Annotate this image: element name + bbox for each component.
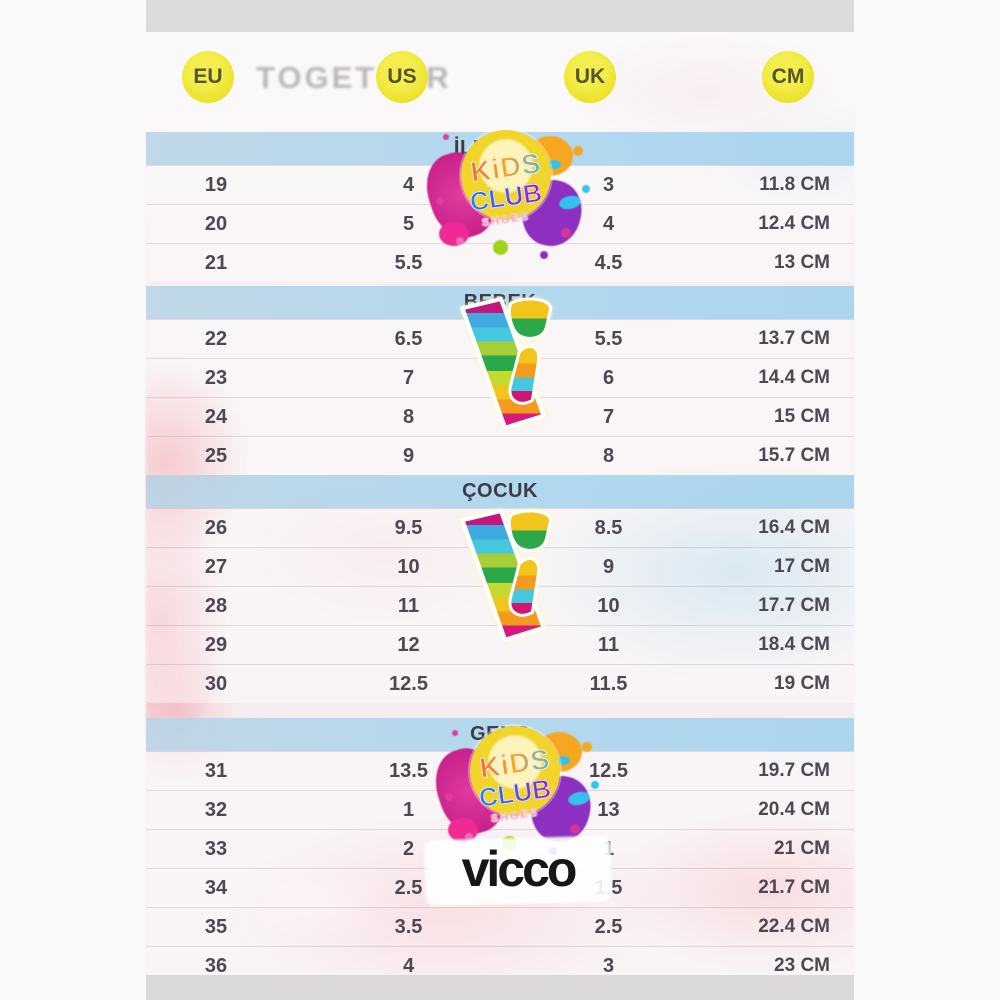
- table-row: 30 12.5 11.5 19 CM: [146, 664, 854, 703]
- size-cell: 11.8 CM: [759, 174, 830, 195]
- table-header-row: TOGETHER EU US UK CM: [146, 32, 854, 132]
- size-cell: 21.7 CM: [758, 877, 830, 898]
- section-title: ÇOCUK: [462, 480, 538, 502]
- size-cell: 7: [602, 405, 615, 428]
- size-cell: 21: [204, 251, 228, 274]
- size-cell: 17 CM: [774, 556, 830, 577]
- size-cell: 14.4 CM: [758, 367, 830, 388]
- header-badge-uk: UK: [564, 51, 616, 103]
- size-cell: 12.4 CM: [758, 213, 830, 234]
- size-cell: 22.4 CM: [758, 916, 830, 937]
- vicco-v-logo: [460, 509, 553, 642]
- kids-club-logo: KiDS CLUB SHOES: [417, 124, 589, 259]
- size-cell: 10: [397, 555, 420, 578]
- size-cell: 6.5: [394, 327, 423, 350]
- header-label: EU: [193, 65, 223, 88]
- size-cell: 30: [204, 672, 228, 695]
- size-cell: 8.5: [594, 516, 623, 539]
- size-cell: 23: [204, 366, 228, 389]
- size-cell: 31: [204, 759, 228, 782]
- size-cell: 25: [204, 444, 228, 467]
- size-cell: 13.5: [389, 759, 428, 782]
- yellow-ring-icon: [470, 726, 560, 816]
- size-cell: 2: [402, 837, 415, 860]
- size-cell: 19.7 CM: [758, 760, 830, 781]
- header-label: CM: [771, 65, 805, 88]
- size-cell: 3: [602, 954, 615, 977]
- size-cell: 20.4 CM: [758, 799, 830, 820]
- size-cell: 34: [204, 876, 228, 899]
- size-cell: 12: [397, 633, 420, 656]
- size-cell: 9: [602, 555, 615, 578]
- size-cell: 11.5: [589, 672, 628, 695]
- size-cell: 1: [402, 798, 415, 821]
- size-cell: 4: [402, 954, 415, 977]
- table-row: 25 9 8 15.7 CM: [146, 436, 854, 475]
- size-cell: 35: [204, 915, 228, 938]
- header-label: US: [387, 65, 417, 88]
- header-label: UK: [574, 65, 606, 88]
- size-cell: 18.4 CM: [758, 634, 830, 655]
- size-cell: 20: [204, 212, 228, 235]
- bottom-border-strip: [146, 975, 854, 1000]
- size-cell: 33: [204, 837, 228, 860]
- section-header: ÇOCUK: [146, 475, 854, 508]
- header-badge-eu: EU: [182, 51, 234, 103]
- size-cell: 13.7 CM: [758, 328, 830, 349]
- table-row: 35 3.5 2.5 22.4 CM: [146, 907, 854, 946]
- size-cell: 4: [602, 212, 615, 235]
- size-cell: 4.5: [594, 251, 623, 274]
- size-cell: 13 CM: [774, 252, 830, 273]
- size-cell: 21 CM: [774, 838, 830, 859]
- size-cell: 10: [597, 594, 620, 617]
- size-cell: 12.5: [589, 759, 628, 782]
- size-cell: 11: [597, 633, 620, 656]
- size-cell: 23 CM: [774, 955, 830, 976]
- size-cell: 13: [597, 798, 620, 821]
- vicco-v-logo: [460, 297, 553, 430]
- size-cell: 9.5: [394, 516, 423, 539]
- size-cell: 26: [204, 516, 228, 539]
- size-cell: 3.5: [394, 915, 423, 938]
- vicco-wordmark: vicco: [461, 841, 578, 897]
- size-cell: 15 CM: [774, 406, 830, 427]
- size-cell: 8: [602, 444, 615, 467]
- size-cell: 24: [204, 405, 228, 428]
- size-cell: 2.5: [594, 915, 623, 938]
- size-cell: 5.5: [594, 327, 623, 350]
- size-cell: 3: [602, 173, 615, 196]
- size-cell: 11: [397, 594, 420, 617]
- size-cell: 12.5: [389, 672, 428, 695]
- size-cell: 5: [402, 212, 415, 235]
- size-cell: 36: [204, 954, 228, 977]
- size-cell: 17.7 CM: [758, 595, 830, 616]
- size-cell: 27: [204, 555, 228, 578]
- header-badge-cm: CM: [762, 51, 814, 103]
- yellow-ring-icon: [461, 130, 551, 220]
- size-cell: 5.5: [394, 251, 423, 274]
- size-cell: 7: [402, 366, 415, 389]
- size-cell: 29: [204, 633, 228, 656]
- size-cell: 19 CM: [774, 673, 830, 694]
- top-border-strip: [146, 0, 854, 32]
- kids-club-logo: KiDS CLUB SHOES: [426, 720, 598, 855]
- header-badge-us: US: [376, 51, 428, 103]
- size-cell: 8: [402, 405, 415, 428]
- size-chart: TOGETHER EU US UK CM İLK ADIM194311.8 CM…: [146, 0, 854, 1000]
- size-cell: 6: [602, 366, 615, 389]
- size-cell: 22: [204, 327, 228, 350]
- size-cell: 15.7 CM: [758, 445, 830, 466]
- size-cell: 2.5: [394, 876, 423, 899]
- size-cell: 28: [204, 594, 228, 617]
- size-cell: 4: [402, 173, 415, 196]
- table-row: 24 8 7 15 CM: [146, 397, 854, 436]
- size-cell: 19: [204, 173, 228, 196]
- size-cell: 32: [204, 798, 228, 821]
- size-cell: 16.4 CM: [758, 517, 830, 538]
- size-cell: 9: [402, 444, 415, 467]
